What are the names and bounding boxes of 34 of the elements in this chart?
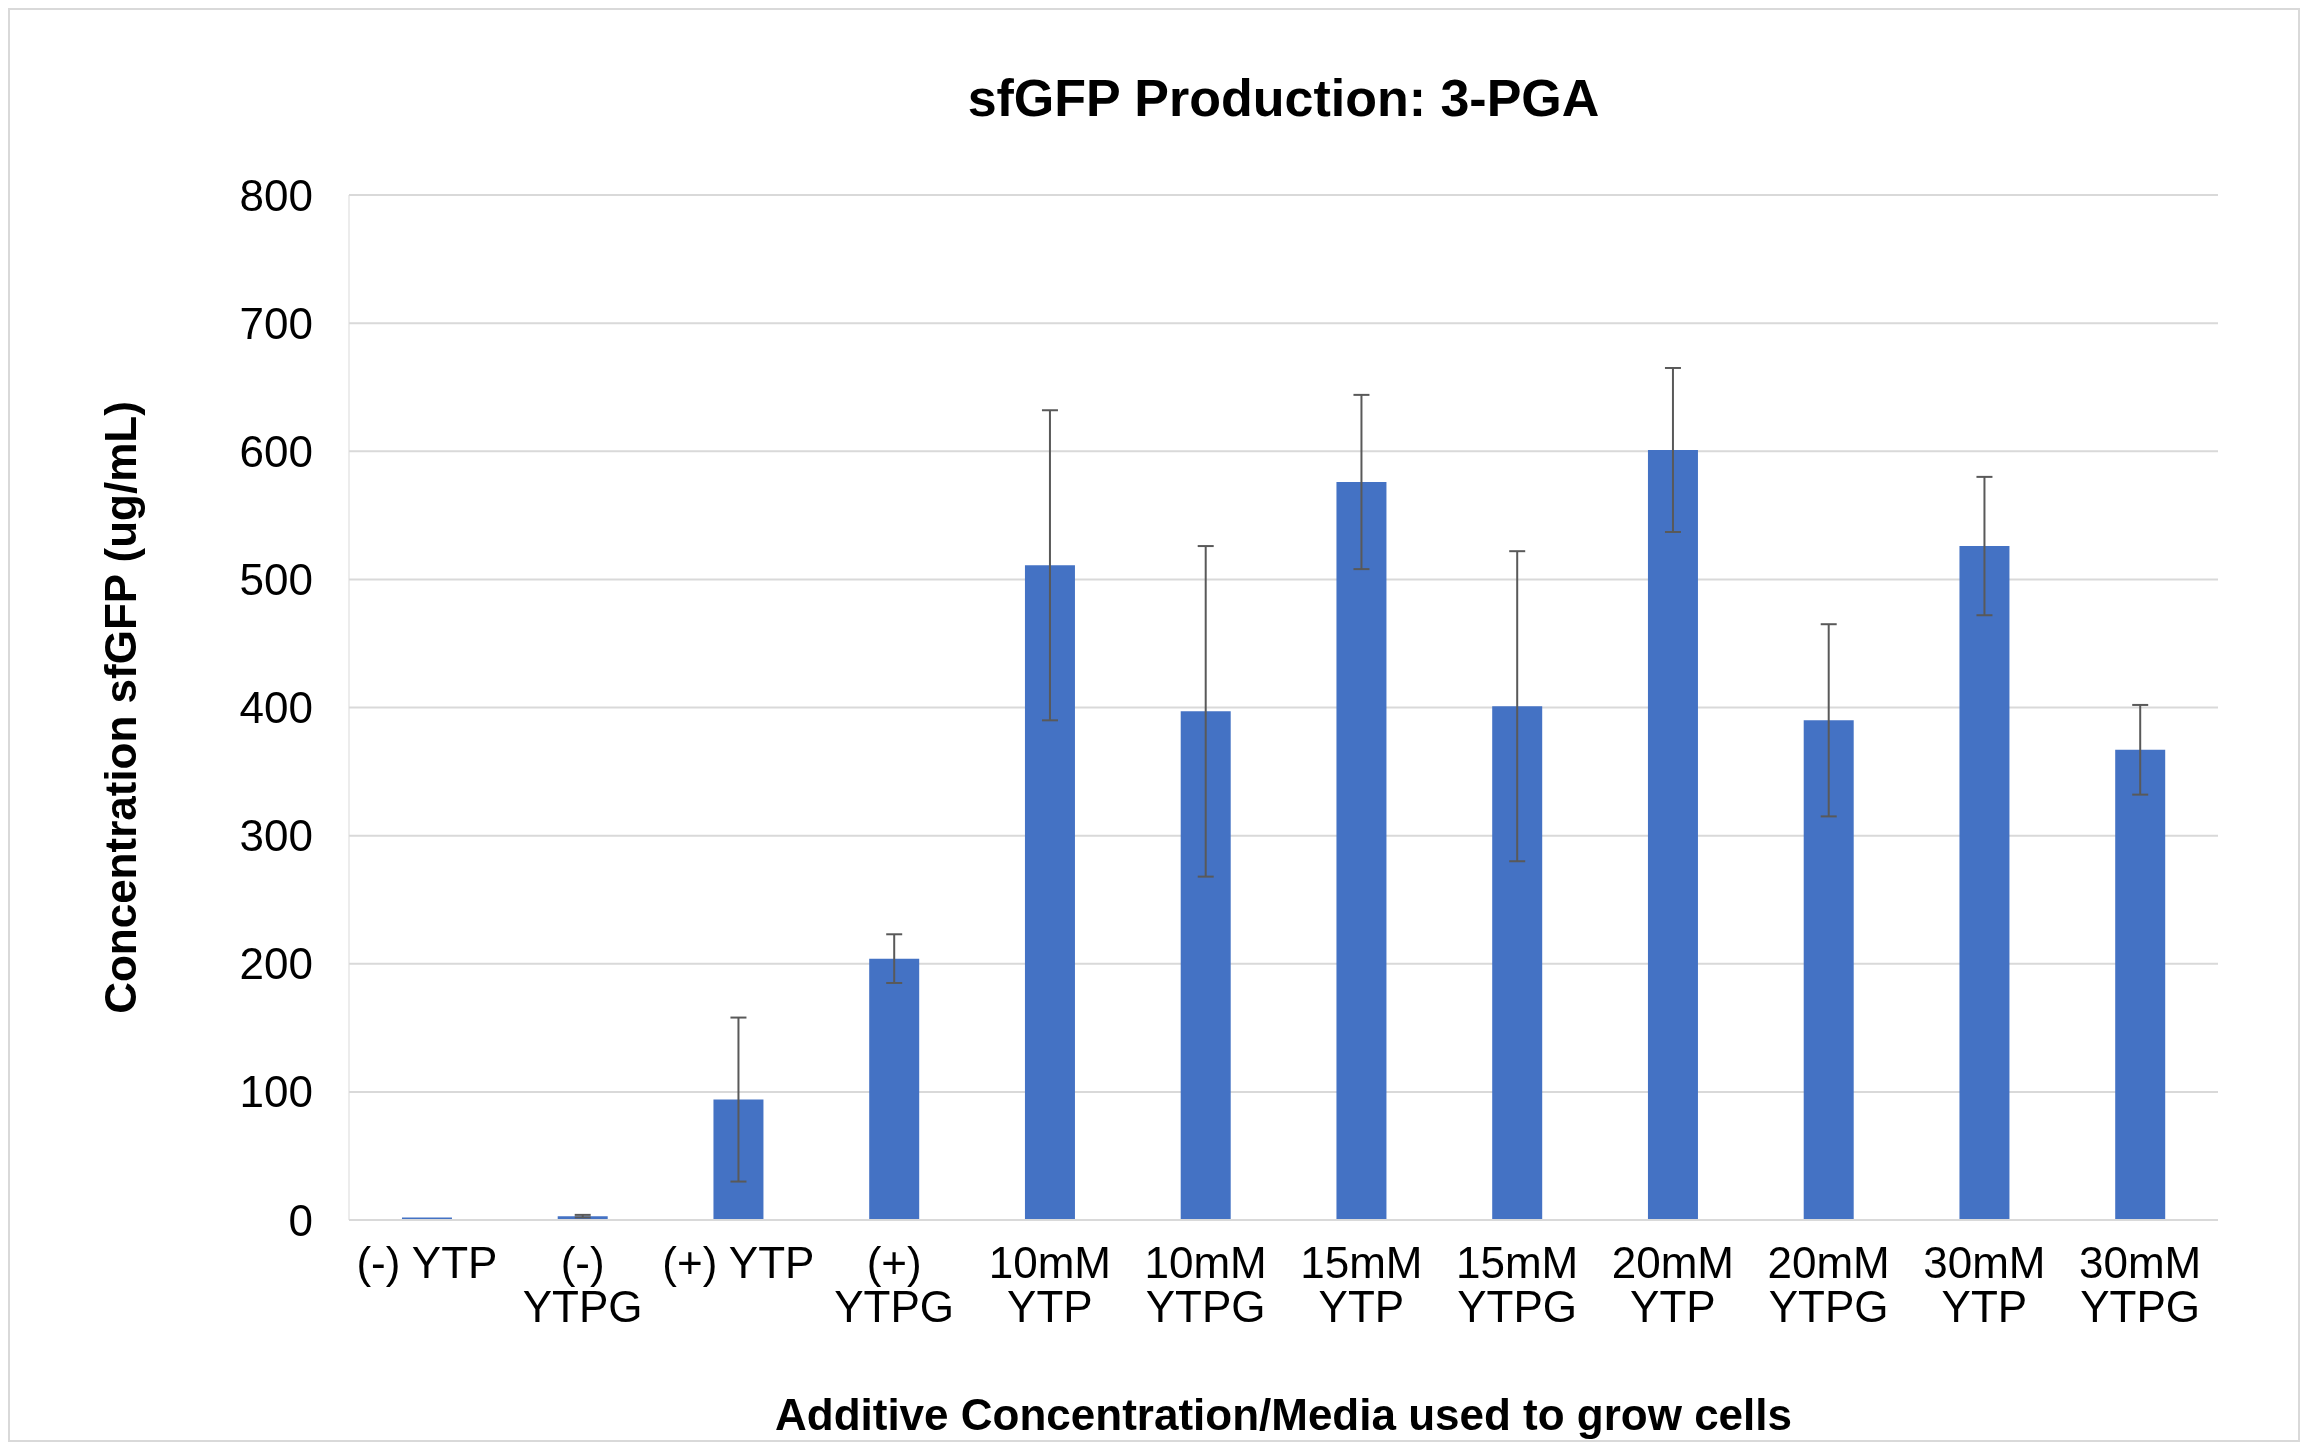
x-tick-label: 15mM YTPG [1456,1237,1579,1331]
y-tick-label: 0 [288,1195,313,1245]
y-tick-label: 200 [239,939,313,989]
bar [1336,482,1387,1220]
x-tick-label: 30mM YTPG [2079,1237,2202,1331]
bar [1647,449,1698,1220]
x-tick-label: (-) YTPG [522,1237,643,1331]
bar [1492,706,1543,1220]
x-tick-label: 10mM YTPG [1144,1237,1267,1331]
bar [2115,749,2166,1220]
x-axis-title: Additive Concentration/Media used to grow cells [774,1390,1793,1439]
y-tick-label: 400 [239,683,313,733]
bar [1803,720,1854,1220]
x-tick-label: (+) YTP [662,1237,815,1287]
x-tick-label: 10mM YTP [988,1237,1111,1331]
y-tick-label: 700 [239,298,313,348]
x-tick-label: (-) YTP [356,1237,498,1287]
x-tick-label: 30mM YTP [1923,1237,2046,1331]
bar [869,958,920,1220]
x-tick-label: (+) YTPG [834,1237,955,1331]
x-tick-label: 20mM YTP [1611,1237,1734,1331]
y-tick-label: 800 [239,170,313,220]
y-tick-label: 500 [239,554,313,604]
y-tick-label: 600 [239,426,313,476]
y-tick-label: 100 [239,1067,313,1117]
chart-title: sfGFP Production: 3-PGA [966,68,1601,128]
x-tick-label: 20mM YTPG [1767,1237,1890,1331]
bar [713,1099,764,1220]
y-tick-label: 300 [239,811,313,861]
y-axis-title: Concentration sfGFP (ug/mL) [95,401,145,1014]
bar [1180,711,1231,1220]
bar [1959,546,2010,1220]
bar [1024,565,1075,1220]
x-tick-label: 15mM YTP [1300,1237,1423,1331]
